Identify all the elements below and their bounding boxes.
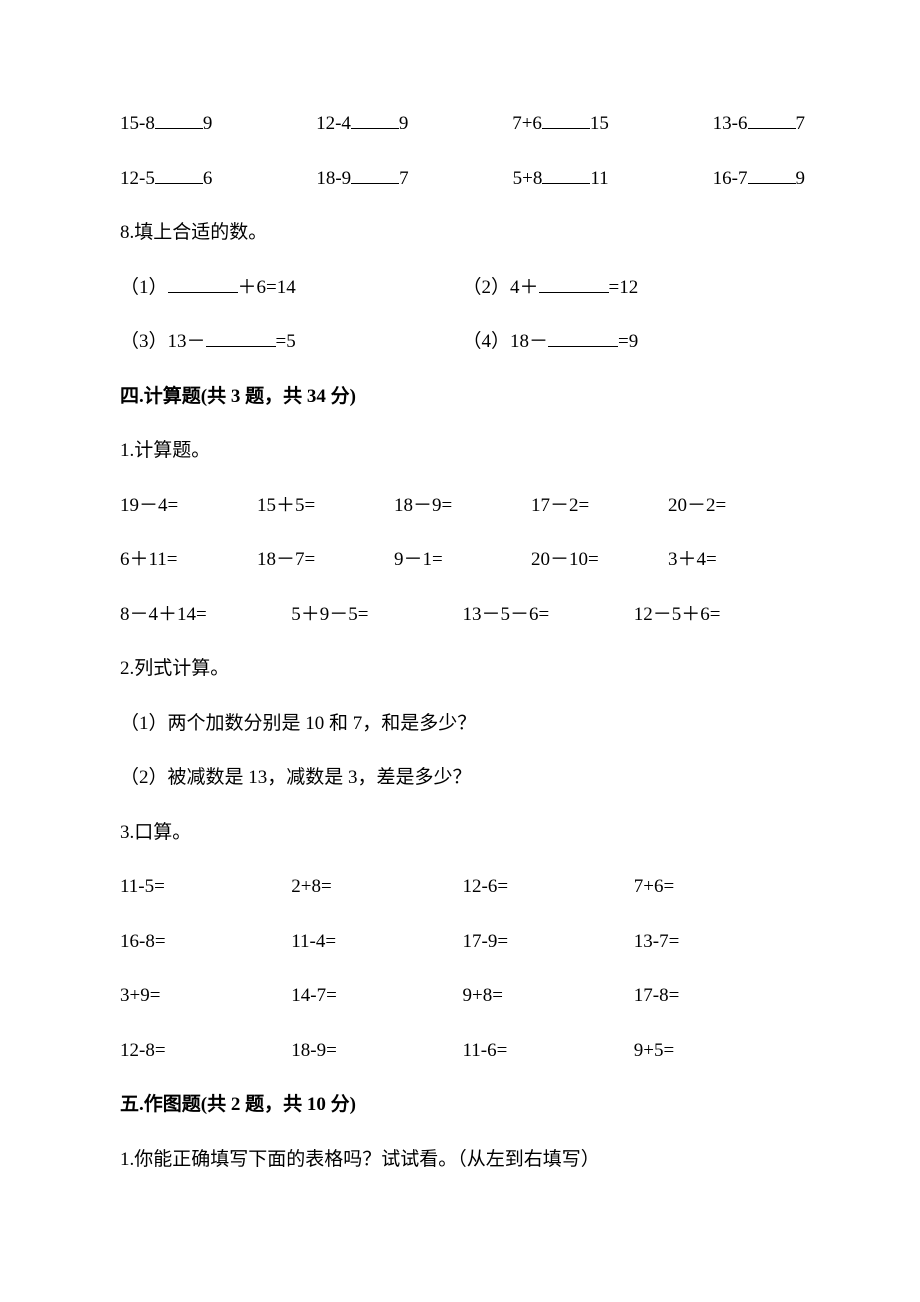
calc-item: 11-5= bbox=[120, 873, 291, 902]
calc-item: 18－9= bbox=[394, 492, 531, 521]
calc-item: 11-6= bbox=[463, 1037, 634, 1066]
blank[interactable] bbox=[539, 274, 609, 293]
sec4-q1-title: 1.计算题。 bbox=[120, 437, 805, 466]
comp-item: 16-79 bbox=[713, 165, 805, 194]
calc-item: 17-8= bbox=[634, 982, 805, 1011]
q8-item-3: （3）13－=5 bbox=[120, 328, 463, 357]
calc-item: 18－7= bbox=[257, 546, 394, 575]
oral-row: 3+9= 14-7= 9+8= 17-8= bbox=[120, 982, 805, 1011]
calc-item: 17-9= bbox=[463, 928, 634, 957]
sec4-q3-title: 3.口算。 bbox=[120, 819, 805, 848]
calc-row: 19－4= 15＋5= 18－9= 17－2= 20－2= bbox=[120, 492, 805, 521]
calc-item: 15＋5= bbox=[257, 492, 394, 521]
calc-item: 20－10= bbox=[531, 546, 668, 575]
comp-item: 5+811 bbox=[513, 165, 609, 194]
calc-item: 12-8= bbox=[120, 1037, 291, 1066]
comp-item: 12-49 bbox=[316, 110, 408, 139]
sec4-q2-title: 2.列式计算。 bbox=[120, 655, 805, 684]
calc-row: 6＋11= 18－7= 9－1= 20－10= 3＋4= bbox=[120, 546, 805, 575]
blank[interactable] bbox=[542, 110, 590, 129]
calc-item: 9－1= bbox=[394, 546, 531, 575]
calc-item: 9+5= bbox=[634, 1037, 805, 1066]
sec5-q1: 1.你能正确填写下面的表格吗？试试看。（从左到右填写） bbox=[120, 1146, 805, 1175]
calc-item: 12-6= bbox=[463, 873, 634, 902]
q8-row-1: （1）＋6=14 （2）4＋=12 bbox=[120, 274, 805, 303]
calc-item: 2+8= bbox=[291, 873, 462, 902]
calc-item: 13-7= bbox=[634, 928, 805, 957]
calc-item: 18-9= bbox=[291, 1037, 462, 1066]
comparison-row-1: 15-89 12-49 7+615 13-67 bbox=[120, 110, 805, 139]
q8-row-2: （3）13－=5 （4）18－=9 bbox=[120, 328, 805, 357]
blank[interactable] bbox=[168, 274, 238, 293]
sec4-q2-b: （2）被减数是 13，减数是 3，差是多少？ bbox=[120, 764, 805, 793]
calc-item: 3+9= bbox=[120, 982, 291, 1011]
comp-item: 15-89 bbox=[120, 110, 212, 139]
section-4-header: 四.计算题(共 3 题，共 34 分) bbox=[120, 383, 805, 412]
section-5-header: 五.作图题(共 2 题，共 10 分) bbox=[120, 1091, 805, 1120]
calc-item: 5＋9－5= bbox=[291, 601, 462, 630]
calc-item: 11-4= bbox=[291, 928, 462, 957]
sec4-q2-a: （1）两个加数分别是 10 和 7，和是多少？ bbox=[120, 710, 805, 739]
oral-row: 12-8= 18-9= 11-6= 9+5= bbox=[120, 1037, 805, 1066]
blank[interactable] bbox=[542, 165, 590, 184]
q8-item-2: （2）4＋=12 bbox=[463, 274, 806, 303]
calc-item: 6＋11= bbox=[120, 546, 257, 575]
calc-item: 19－4= bbox=[120, 492, 257, 521]
blank[interactable] bbox=[748, 165, 796, 184]
q8-item-4: （4）18－=9 bbox=[463, 328, 806, 357]
calc-item: 17－2= bbox=[531, 492, 668, 521]
calc-item: 8－4＋14= bbox=[120, 601, 291, 630]
calc-item: 9+8= bbox=[463, 982, 634, 1011]
calc-item: 14-7= bbox=[291, 982, 462, 1011]
blank[interactable] bbox=[351, 110, 399, 129]
calc-item: 13－5－6= bbox=[463, 601, 634, 630]
blank[interactable] bbox=[548, 328, 618, 347]
blank[interactable] bbox=[155, 110, 203, 129]
comparison-row-2: 12-56 18-97 5+811 16-79 bbox=[120, 165, 805, 194]
blank[interactable] bbox=[155, 165, 203, 184]
oral-row: 16-8= 11-4= 17-9= 13-7= bbox=[120, 928, 805, 957]
comp-item: 7+615 bbox=[512, 110, 609, 139]
calc-item: 3＋4= bbox=[668, 546, 805, 575]
calc-item: 16-8= bbox=[120, 928, 291, 957]
calc-item: 20－2= bbox=[668, 492, 805, 521]
q8-item-1: （1）＋6=14 bbox=[120, 274, 463, 303]
blank[interactable] bbox=[748, 110, 796, 129]
q8-title: 8.填上合适的数。 bbox=[120, 219, 805, 248]
calc-item: 7+6= bbox=[634, 873, 805, 902]
comp-item: 13-67 bbox=[713, 110, 805, 139]
calc-row: 8－4＋14= 5＋9－5= 13－5－6= 12－5＋6= bbox=[120, 601, 805, 630]
blank[interactable] bbox=[351, 165, 399, 184]
comp-item: 18-97 bbox=[316, 165, 408, 194]
oral-row: 11-5= 2+8= 12-6= 7+6= bbox=[120, 873, 805, 902]
comp-item: 12-56 bbox=[120, 165, 212, 194]
calc-item: 12－5＋6= bbox=[634, 601, 805, 630]
blank[interactable] bbox=[206, 328, 276, 347]
